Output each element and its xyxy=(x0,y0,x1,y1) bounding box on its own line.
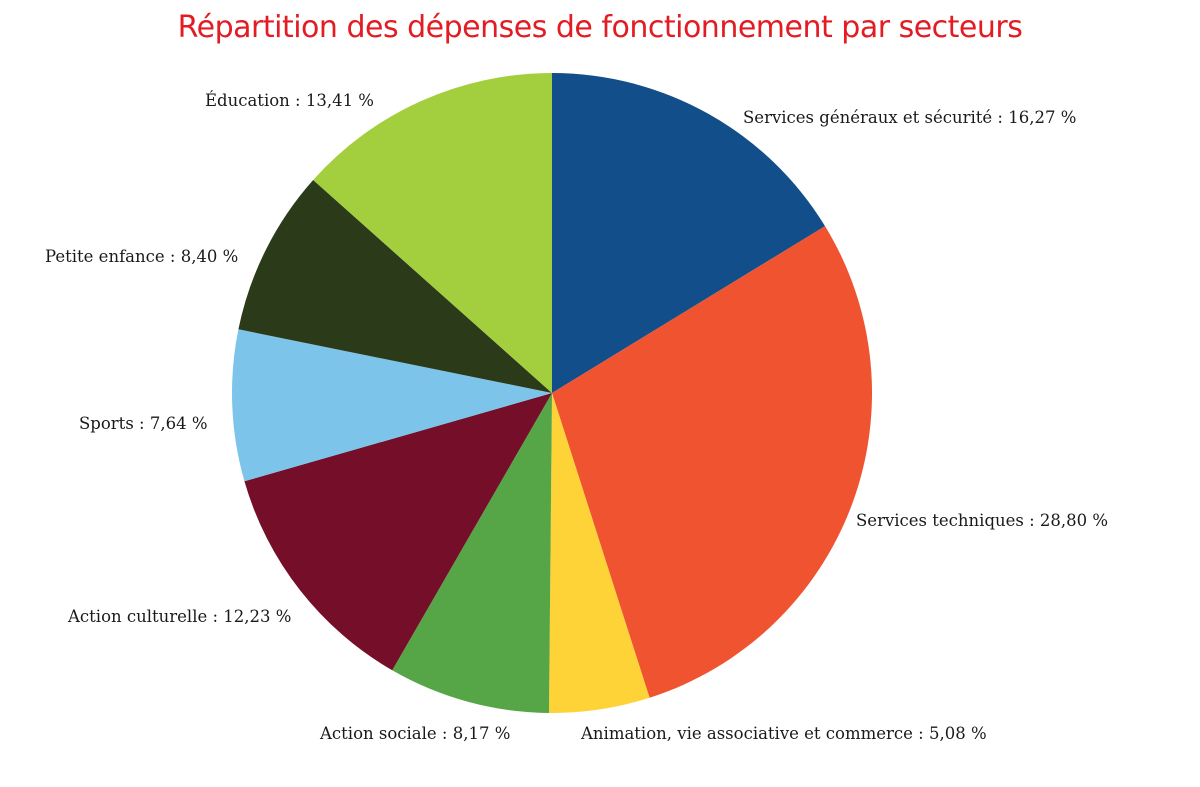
slice-label-3: Animation, vie associative et commerce :… xyxy=(580,724,987,743)
pie-slice-2 xyxy=(552,226,872,698)
slice-label-8: Éducation : 13,41 % xyxy=(205,90,374,110)
pie-slice-4 xyxy=(392,393,552,713)
slice-label-5: Action culturelle : 12,23 % xyxy=(67,607,291,626)
slice-label-6: Sports : 7,64 % xyxy=(79,414,208,433)
pie-slice-8 xyxy=(313,73,552,393)
pie-slices xyxy=(232,73,872,714)
pie-slice-7 xyxy=(238,180,552,393)
slice-label-4: Action sociale : 8,17 % xyxy=(319,724,510,743)
slice-label-2: Services techniques : 28,80 % xyxy=(856,511,1108,530)
pie-slice-1 xyxy=(552,73,826,393)
pie-slice-5 xyxy=(244,393,552,671)
pie-labels: Services généraux et sécurité : 16,27 % S… xyxy=(45,90,1108,743)
slice-label-1: Services généraux et sécurité : 16,27 % xyxy=(743,108,1076,127)
pie-slice-3 xyxy=(548,393,650,714)
pie-slice-6 xyxy=(232,329,553,482)
slice-label-7: Petite enfance : 8,40 % xyxy=(45,247,238,266)
chart-title: Répartition des dépenses de fonctionneme… xyxy=(177,10,1023,45)
